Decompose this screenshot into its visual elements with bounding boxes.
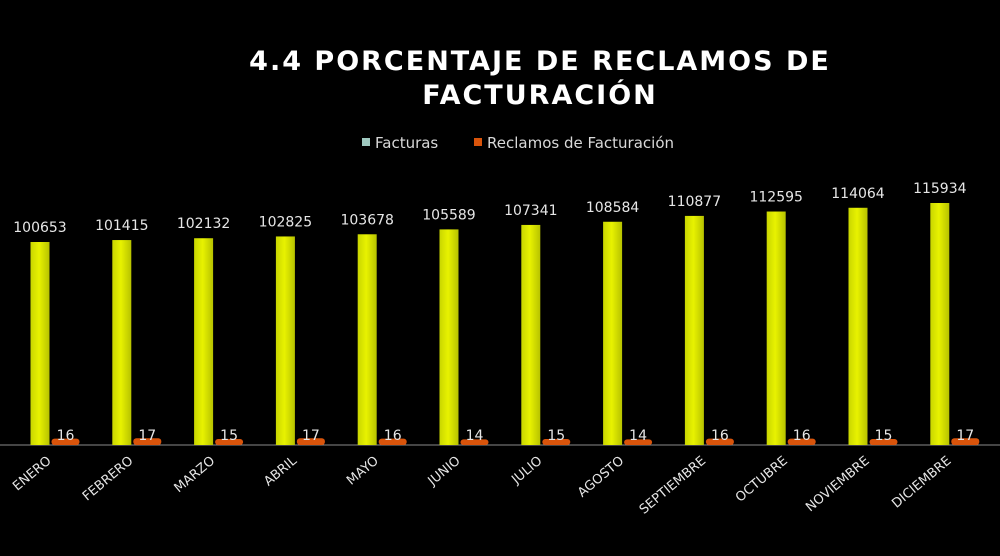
bar-facturas xyxy=(439,229,459,445)
data-label-facturas: 102132 xyxy=(177,216,230,232)
bar-facturas xyxy=(684,215,704,445)
data-label-reclamos: 16 xyxy=(384,428,402,444)
data-label-reclamos: 16 xyxy=(793,428,811,444)
legend: Facturas Reclamos de Facturación xyxy=(362,134,674,152)
data-label-facturas: 112595 xyxy=(749,190,802,206)
data-label-reclamos: 14 xyxy=(466,428,484,444)
x-tick-label: ENERO xyxy=(10,454,54,495)
bar-reclamos xyxy=(378,438,407,445)
data-label-facturas: 105589 xyxy=(422,207,475,223)
bar-reclamos xyxy=(51,438,80,445)
bar-reclamos xyxy=(460,439,489,445)
x-tick-label: JUNIO xyxy=(425,454,464,490)
legend-label-facturas: Facturas xyxy=(375,134,438,152)
legend-swatch-facturas xyxy=(362,138,370,146)
x-tick-label: ABRIL xyxy=(261,453,300,489)
data-label-facturas: 108584 xyxy=(586,200,640,216)
data-label-facturas: 102825 xyxy=(259,214,312,230)
bar-facturas xyxy=(275,236,295,445)
data-label-reclamos: 16 xyxy=(711,428,729,444)
data-label-reclamos: 15 xyxy=(547,428,565,444)
bar-reclamos xyxy=(542,439,571,445)
data-label-reclamos: 16 xyxy=(57,428,75,444)
data-label-facturas: 107341 xyxy=(504,203,557,219)
x-tick-label: JULIO xyxy=(508,454,545,488)
bar-reclamos xyxy=(787,438,816,445)
bar-reclamos xyxy=(705,438,734,445)
bar-reclamos xyxy=(133,438,162,445)
x-tick-label: SEPTIEMBRE xyxy=(637,454,709,518)
data-label-facturas: 101415 xyxy=(95,218,148,234)
legend-label-reclamos: Reclamos de Facturación xyxy=(487,134,674,152)
bar-facturas xyxy=(194,238,214,445)
data-label-reclamos: 14 xyxy=(629,428,647,444)
x-tick-label: OCTUBRE xyxy=(733,454,791,506)
x-tick-label: MAYO xyxy=(344,454,382,489)
chart-marks: 10065316ENERO10141517FEBRERO10213215MARZ… xyxy=(10,181,980,518)
bar-reclamos xyxy=(869,439,898,445)
data-label-reclamos: 15 xyxy=(875,428,893,444)
x-tick-label: DICIEMBRE xyxy=(889,454,954,512)
bar-reclamos xyxy=(951,438,980,445)
x-tick-label: FEBRERO xyxy=(80,454,136,505)
chart-title-line1: 4.4 PORCENTAJE DE RECLAMOS DE xyxy=(249,46,831,77)
bar-facturas xyxy=(603,221,623,445)
data-label-facturas: 110877 xyxy=(668,194,721,210)
x-tick-label: NOVIEMBRE xyxy=(803,454,872,516)
data-label-facturas: 100653 xyxy=(13,220,66,236)
bar-facturas xyxy=(930,203,950,445)
data-label-reclamos: 15 xyxy=(220,428,238,444)
bar-facturas xyxy=(30,242,50,445)
bar-facturas xyxy=(357,234,377,445)
bar-reclamos xyxy=(296,438,325,445)
bar-facturas xyxy=(521,224,541,445)
data-label-reclamos: 17 xyxy=(302,428,320,444)
bar-reclamos xyxy=(215,439,244,445)
bar-reclamos xyxy=(624,439,653,445)
data-label-facturas: 115934 xyxy=(913,181,967,197)
bar-facturas xyxy=(112,240,132,445)
bar-facturas xyxy=(766,211,786,445)
chart-title-line2: FACTURACIÓN xyxy=(422,79,658,111)
x-tick-label: AGOSTO xyxy=(575,454,627,501)
data-label-facturas: 103678 xyxy=(340,212,393,228)
data-label-reclamos: 17 xyxy=(138,428,156,444)
data-label-reclamos: 17 xyxy=(956,428,974,444)
bar-facturas xyxy=(848,207,868,445)
data-label-facturas: 114064 xyxy=(831,186,885,202)
legend-swatch-reclamos xyxy=(474,138,482,146)
x-tick-label: MARZO xyxy=(172,454,219,497)
